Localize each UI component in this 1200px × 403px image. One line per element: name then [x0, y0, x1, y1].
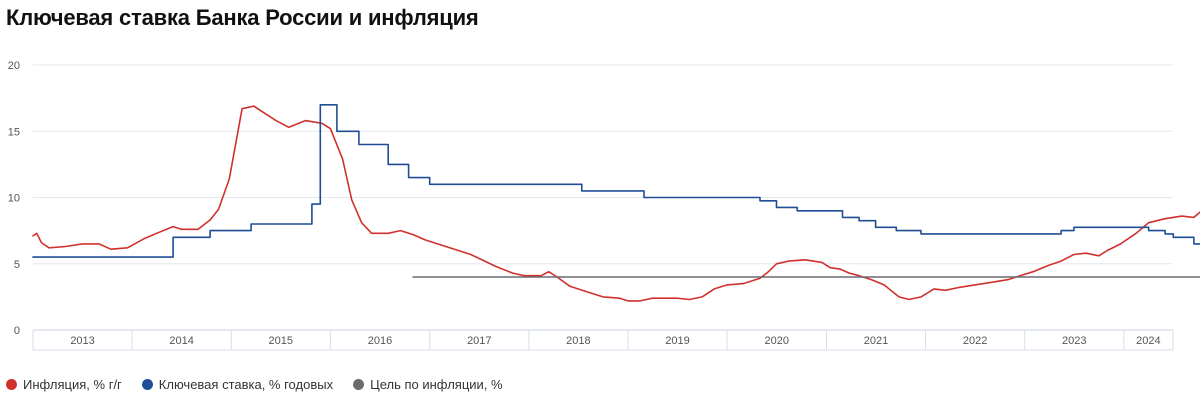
chart-title: Ключевая ставка Банка России и инфляция: [6, 5, 479, 30]
inflation-line: [32, 105, 1200, 302]
legend-item-key-rate[interactable]: Ключевая ставка, % годовых: [141, 377, 334, 392]
legend-item-target[interactable]: Цель по инфляции, %: [353, 377, 503, 392]
x-tick-label: 2018: [566, 335, 590, 347]
legend-marker-target: [353, 379, 365, 390]
legend-item-inflation[interactable]: Инфляция, % г/г: [6, 377, 122, 392]
y-tick-label: 10: [8, 193, 20, 205]
x-tick-label: 2021: [864, 335, 888, 347]
x-tick-label: 2020: [765, 335, 789, 347]
chart-legend: Инфляция, % г/г Ключевая ставка, % годов…: [6, 377, 503, 392]
legend-label-key-rate: Ключевая ставка, % годовых: [158, 377, 334, 392]
legend-label-target: Цель по инфляции, %: [370, 377, 503, 392]
x-tick-label: 2014: [169, 335, 193, 347]
legend-marker-key-rate: [141, 379, 153, 390]
y-tick-label: 5: [14, 259, 20, 271]
y-tick-label: 20: [8, 60, 20, 72]
x-tick-label: 2016: [368, 335, 392, 347]
x-tick-label: 2023: [1062, 335, 1086, 347]
x-tick-label: 2019: [665, 335, 689, 347]
key-rate-line: [32, 104, 1200, 258]
x-tick-label: 2013: [70, 335, 94, 347]
y-tick-label: 0: [14, 325, 20, 337]
legend-label-inflation: Инфляция, % г/г: [23, 377, 122, 392]
legend-marker-inflation: [6, 379, 17, 390]
y-tick-label: 15: [8, 126, 20, 138]
x-tick-label: 2022: [963, 335, 987, 347]
x-tick-label: 2017: [467, 335, 491, 347]
x-tick-label: 2015: [269, 335, 293, 347]
x-tick-label: 2024: [1136, 335, 1160, 347]
